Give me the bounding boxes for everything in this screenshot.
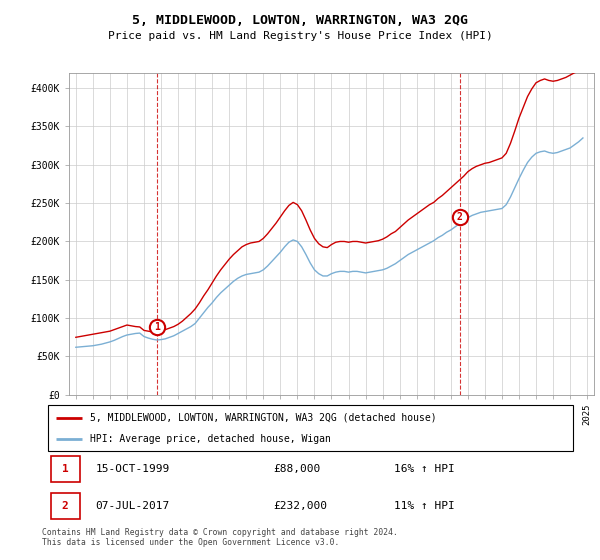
Text: 11% ↑ HPI: 11% ↑ HPI (395, 501, 455, 511)
Text: 5, MIDDLEWOOD, LOWTON, WARRINGTON, WA3 2QG: 5, MIDDLEWOOD, LOWTON, WARRINGTON, WA3 2… (132, 14, 468, 27)
Text: £88,000: £88,000 (274, 464, 321, 474)
Text: 2: 2 (62, 501, 68, 511)
Text: £232,000: £232,000 (274, 501, 328, 511)
Text: 5, MIDDLEWOOD, LOWTON, WARRINGTON, WA3 2QG (detached house): 5, MIDDLEWOOD, LOWTON, WARRINGTON, WA3 2… (90, 413, 437, 423)
Text: HPI: Average price, detached house, Wigan: HPI: Average price, detached house, Wiga… (90, 435, 331, 444)
FancyBboxPatch shape (50, 493, 79, 520)
Text: 1: 1 (155, 323, 160, 332)
Text: 07-JUL-2017: 07-JUL-2017 (95, 501, 170, 511)
Text: Contains HM Land Registry data © Crown copyright and database right 2024.
This d: Contains HM Land Registry data © Crown c… (42, 528, 398, 547)
Text: Price paid vs. HM Land Registry's House Price Index (HPI): Price paid vs. HM Land Registry's House … (107, 31, 493, 41)
FancyBboxPatch shape (48, 405, 573, 451)
Text: 1: 1 (62, 464, 68, 474)
Text: 15-OCT-1999: 15-OCT-1999 (95, 464, 170, 474)
FancyBboxPatch shape (50, 456, 79, 482)
Text: 16% ↑ HPI: 16% ↑ HPI (395, 464, 455, 474)
Text: 2: 2 (457, 212, 463, 222)
